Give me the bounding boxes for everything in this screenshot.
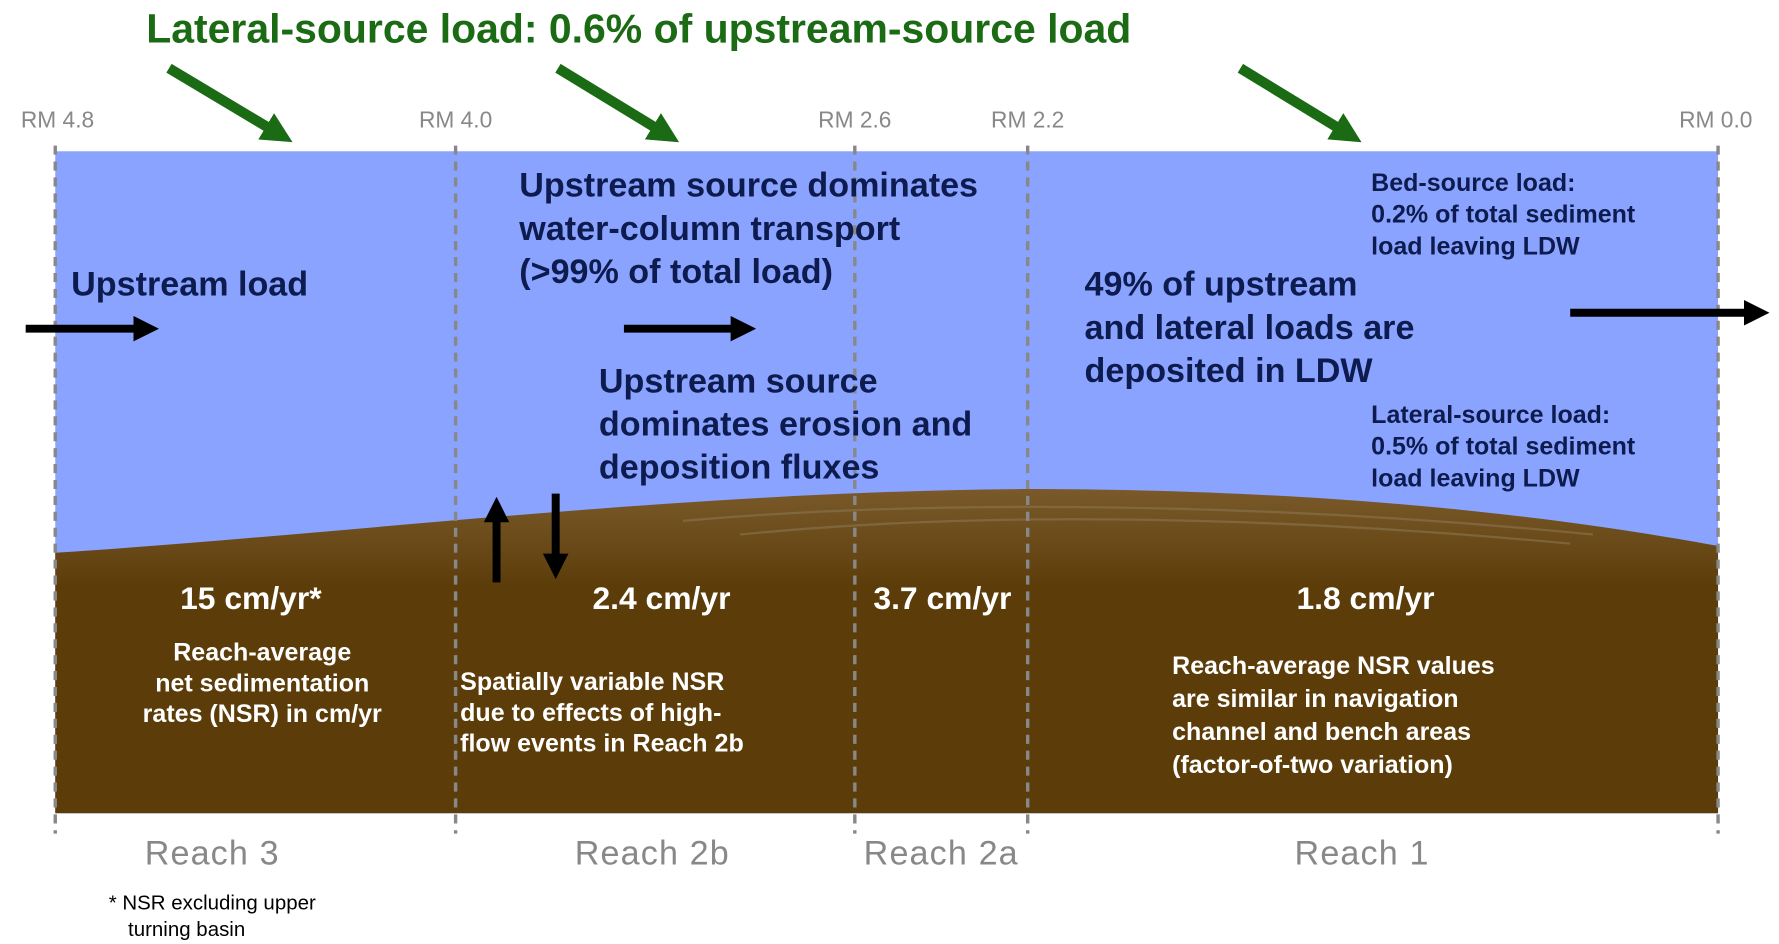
reach2b-note: flow events in Reach 2b [460,730,744,758]
reach3-note: Reach-average [173,639,351,667]
rate: 15 cm/yr* [180,580,322,616]
erosion-text: deposition fluxes [599,449,880,487]
bed-source-text: 0.2% of total sediment [1371,201,1636,229]
water-column-text: Upstream source dominates [519,167,978,205]
reach3-note: net sedimentation [155,669,369,697]
green-arrows [169,68,1348,134]
lateral-source-text: 0.5% of total sediment [1371,433,1636,461]
page: Lateral-source load: 0.6% of upstream-so… [0,0,1779,944]
deposited-text: deposited in LDW [1085,352,1374,390]
deposited-text: and lateral loads are [1085,309,1415,347]
reach-label: Reach 1 [1295,834,1430,872]
river-mile: RM 0.0 [1679,107,1752,133]
lateral-source-text: Lateral-source load: [1371,401,1610,429]
water-column-text: water-column transport [518,210,900,248]
diagram: Lateral-source load: 0.6% of upstream-so… [0,0,1779,944]
erosion-text: Upstream source [599,362,878,400]
bed-source-text: Bed-source load: [1371,169,1575,197]
reach2b-note: due to effects of high- [460,699,721,727]
river-mile: RM 4.8 [21,107,94,133]
reach3-note: rates (NSR) in cm/yr [143,700,382,728]
river-mile: RM 2.2 [991,107,1064,133]
rate: 1.8 cm/yr [1296,580,1434,616]
reach-label: Reach 2b [575,834,730,872]
reach-label: Reach 3 [145,834,280,872]
title: Lateral-source load: 0.6% of upstream-so… [146,6,1131,52]
reach1-note: channel and bench areas [1172,718,1471,746]
arrow [169,68,279,134]
erosion-text: dominates erosion and [599,406,972,444]
bed-source-text: load leaving LDW [1371,233,1580,261]
water-column-text: (>99% of total load) [519,253,833,291]
reach1-note: are similar in navigation [1172,685,1458,713]
river-mile: RM 4.0 [419,107,492,133]
reach-label: Reach 2a [864,834,1019,872]
footnote: turning basin [128,918,245,941]
reach2b-note: Spatially variable NSR [460,668,724,696]
reach1-note: (factor-of-two variation) [1172,751,1453,779]
upstream-load: Upstream load [71,266,308,304]
reach1-note: Reach-average NSR values [1172,652,1495,680]
rate: 2.4 cm/yr [592,580,730,616]
deposited-text: 49% of upstream [1085,266,1358,304]
river-mile: RM 2.6 [818,107,891,133]
rate: 3.7 cm/yr [873,580,1011,616]
arrow [1240,68,1348,134]
arrow [558,68,666,134]
lateral-source-text: load leaving LDW [1371,465,1580,493]
footnote: * NSR excluding upper [109,892,316,915]
